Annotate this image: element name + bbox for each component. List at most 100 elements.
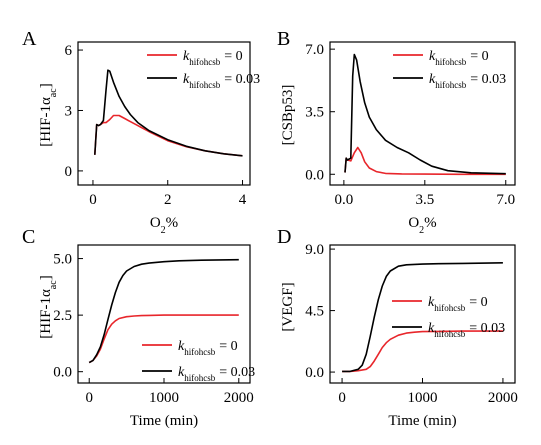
x-axis-label-sub: 2 <box>161 225 166 236</box>
x-axis-label-main: O <box>150 215 161 231</box>
panel-label: C <box>22 226 35 248</box>
x-tick-label: 3.5 <box>415 192 434 208</box>
legend-k: k <box>429 72 436 87</box>
legend-value: = 0 <box>219 339 237 354</box>
legend-k: k <box>428 321 435 336</box>
x-axis-label: O2% <box>150 215 178 236</box>
legend-k-sub: hifohcsb <box>189 80 220 90</box>
plot-frame <box>329 244 516 384</box>
x-tick-label: 1000 <box>408 390 438 406</box>
y-tick-label: 4.5 <box>305 304 324 320</box>
y-tick-label: 3.5 <box>305 105 324 121</box>
x-axis-label-main: Time (min) <box>130 413 198 429</box>
y-tick-label: 5.0 <box>53 252 72 268</box>
legend-k: k <box>178 365 185 380</box>
series-line-red <box>344 146 506 176</box>
legend-entry: khifohcsb = 0 <box>183 49 243 67</box>
y-axis-label-close: ] <box>38 275 54 280</box>
legend-k-sub: hifohcsb <box>184 347 215 357</box>
x-tick-label: 0 <box>89 192 97 208</box>
series-line-black <box>342 262 503 373</box>
y-axis-label-main: [HIF-1α <box>38 97 54 147</box>
y-axis-label: [HIF-1αac] <box>38 83 59 146</box>
y-tick-label: 0.0 <box>305 167 324 183</box>
legend-entry: khifohcsb = 0.03 <box>183 72 260 90</box>
y-axis-label-sub: ac <box>48 88 59 97</box>
series-line-red <box>94 114 243 157</box>
plot-frame <box>329 41 516 186</box>
y-tick-label: 9.0 <box>305 242 324 258</box>
panel-c: C 0 1000 2000 0.0 2.5 5.0 Time (min) [HIF-1αac] k… <box>22 226 255 429</box>
legend-k-sub: hifohcsb <box>189 57 220 67</box>
x-tick-label: 2000 <box>488 390 518 406</box>
x-tick-label: 0 <box>338 390 346 406</box>
y-axis-label: [VEGF] <box>280 282 296 331</box>
y-tick-label: 0 <box>65 164 73 180</box>
legend-k: k <box>178 339 185 354</box>
x-tick-label: 0.0 <box>335 192 354 208</box>
panel-label: D <box>277 226 291 248</box>
legend-k-sub: hifohcsb <box>434 303 465 313</box>
legend-k-sub: hifohcsb <box>434 329 465 339</box>
legend-value: = 0 <box>224 49 242 64</box>
legend-entry: khifohcsb = 0 <box>178 339 238 357</box>
series-line-red <box>342 330 503 373</box>
legend-value: = 0 <box>470 49 488 64</box>
legend-k: k <box>428 295 435 310</box>
series-line-black <box>88 258 239 364</box>
x-tick-label: 4 <box>239 192 247 208</box>
series-line-black <box>94 69 243 157</box>
legend-k: k <box>183 72 190 87</box>
legend-entry: khifohcsb = 0.03 <box>428 321 505 339</box>
y-axis-label: [HIF-1αac] <box>38 275 59 338</box>
legend-k-sub: hifohcsb <box>435 80 466 90</box>
y-axis-label-main: [VEGF] <box>280 282 296 331</box>
y-axis-label-sub: ac <box>48 280 59 289</box>
y-axis-label-close: ] <box>38 83 54 88</box>
series-line-red <box>88 314 239 364</box>
x-tick-label: 1000 <box>149 390 179 406</box>
x-tick-label: 7.0 <box>496 192 515 208</box>
legend-value: = 0.03 <box>224 72 260 87</box>
panel-label: A <box>22 28 37 50</box>
x-tick-label: 2000 <box>224 390 254 406</box>
legend-value: = 0.03 <box>219 365 255 380</box>
x-axis-label-main: Time (min) <box>388 413 456 429</box>
x-axis-label-sub: 2 <box>419 225 424 236</box>
x-axis-label: Time (min) <box>130 413 198 429</box>
legend-entry: khifohcsb = 0 <box>429 49 489 67</box>
legend-k: k <box>429 49 436 64</box>
y-tick-label: 0.0 <box>53 365 72 381</box>
legend-entry: khifohcsb = 0 <box>428 295 488 313</box>
y-tick-label: 3 <box>65 103 73 119</box>
legend-k: k <box>183 49 190 64</box>
plot-frame <box>77 41 251 186</box>
x-tick-label: 2 <box>164 192 172 208</box>
x-axis-label: O2% <box>408 215 436 236</box>
panel-label: B <box>277 28 290 50</box>
x-axis-label-main: O <box>408 215 419 231</box>
y-axis-label-main: [HIF-1α <box>38 289 54 339</box>
legend-k-sub: hifohcsb <box>435 57 466 67</box>
x-tick-label: 0 <box>85 390 93 406</box>
legend-k-sub: hifohcsb <box>184 373 215 383</box>
y-axis-label-main: [CSBp53] <box>280 85 296 146</box>
y-tick-label: 7.0 <box>305 42 324 58</box>
x-axis-label: Time (min) <box>388 413 456 429</box>
y-axis-label: [CSBp53] <box>280 85 296 146</box>
plot-frame <box>77 244 251 384</box>
legend-entry: khifohcsb = 0.03 <box>178 365 255 383</box>
legend-value: = 0 <box>469 295 487 310</box>
x-axis-label-suffix: % <box>166 215 179 231</box>
legend-value: = 0.03 <box>469 321 505 336</box>
y-tick-label: 6 <box>65 43 73 59</box>
y-tick-label: 2.5 <box>53 308 72 324</box>
x-axis-label-suffix: % <box>424 215 437 231</box>
series-line-black <box>344 53 506 175</box>
